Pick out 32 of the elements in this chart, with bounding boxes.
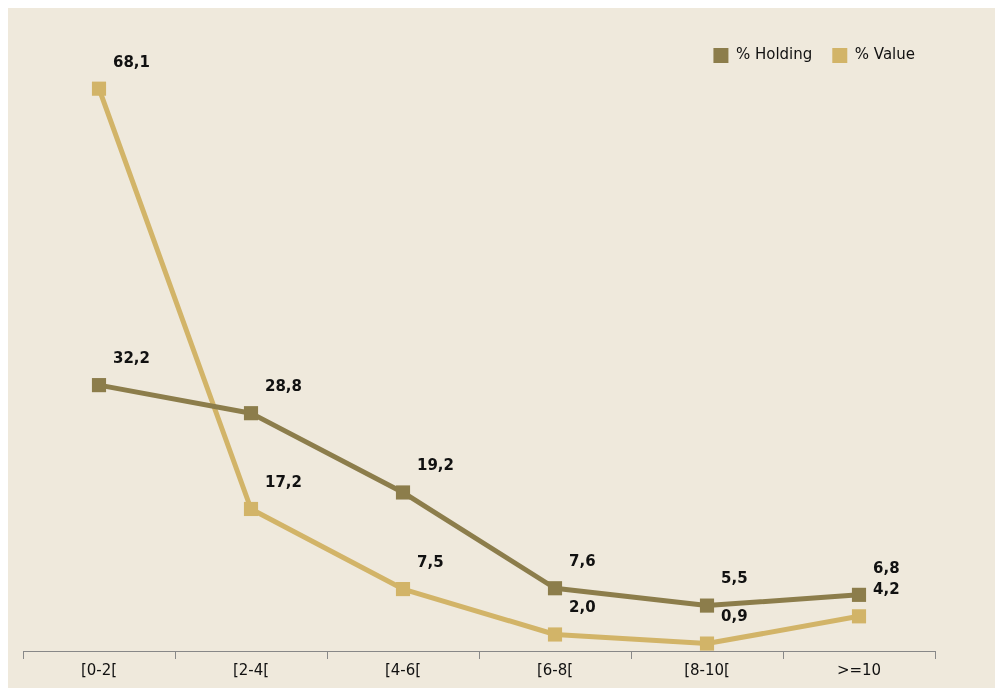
point xyxy=(395,582,411,597)
legend-label: % Value xyxy=(854,45,916,64)
x-tick-label: [8-10[ xyxy=(684,660,730,679)
data-label: 4,2 xyxy=(873,580,900,599)
x-tick-label: [0-2[ xyxy=(80,660,118,679)
point xyxy=(851,587,867,602)
point xyxy=(243,406,259,421)
data-label: 68,1 xyxy=(113,52,151,71)
data-label: 6,8 xyxy=(873,558,900,577)
x-tick-label: [2-4[ xyxy=(232,660,270,679)
point xyxy=(851,609,867,624)
point xyxy=(395,485,411,500)
data-label: 19,2 xyxy=(417,456,455,475)
x-tick-label: >=10 xyxy=(836,660,882,679)
data-label: 7,6 xyxy=(569,552,596,571)
data-label: 17,2 xyxy=(265,472,303,491)
data-label: 5,5 xyxy=(721,569,748,588)
point xyxy=(547,627,563,642)
data-label: 32,2 xyxy=(113,349,151,368)
data-label: 0,9 xyxy=(721,607,748,626)
data-label: 7,5 xyxy=(417,552,444,571)
point xyxy=(91,378,107,393)
x-tick-label: [4-6[ xyxy=(384,660,422,679)
point xyxy=(243,501,259,517)
x-tick-label: [6-8[ xyxy=(536,660,574,679)
data-label: 28,8 xyxy=(265,377,303,396)
point xyxy=(547,581,563,596)
point xyxy=(91,81,107,96)
point xyxy=(699,598,715,613)
legend-label: % Holding xyxy=(735,45,813,64)
point xyxy=(699,636,715,651)
data-label: 2,0 xyxy=(569,598,596,617)
